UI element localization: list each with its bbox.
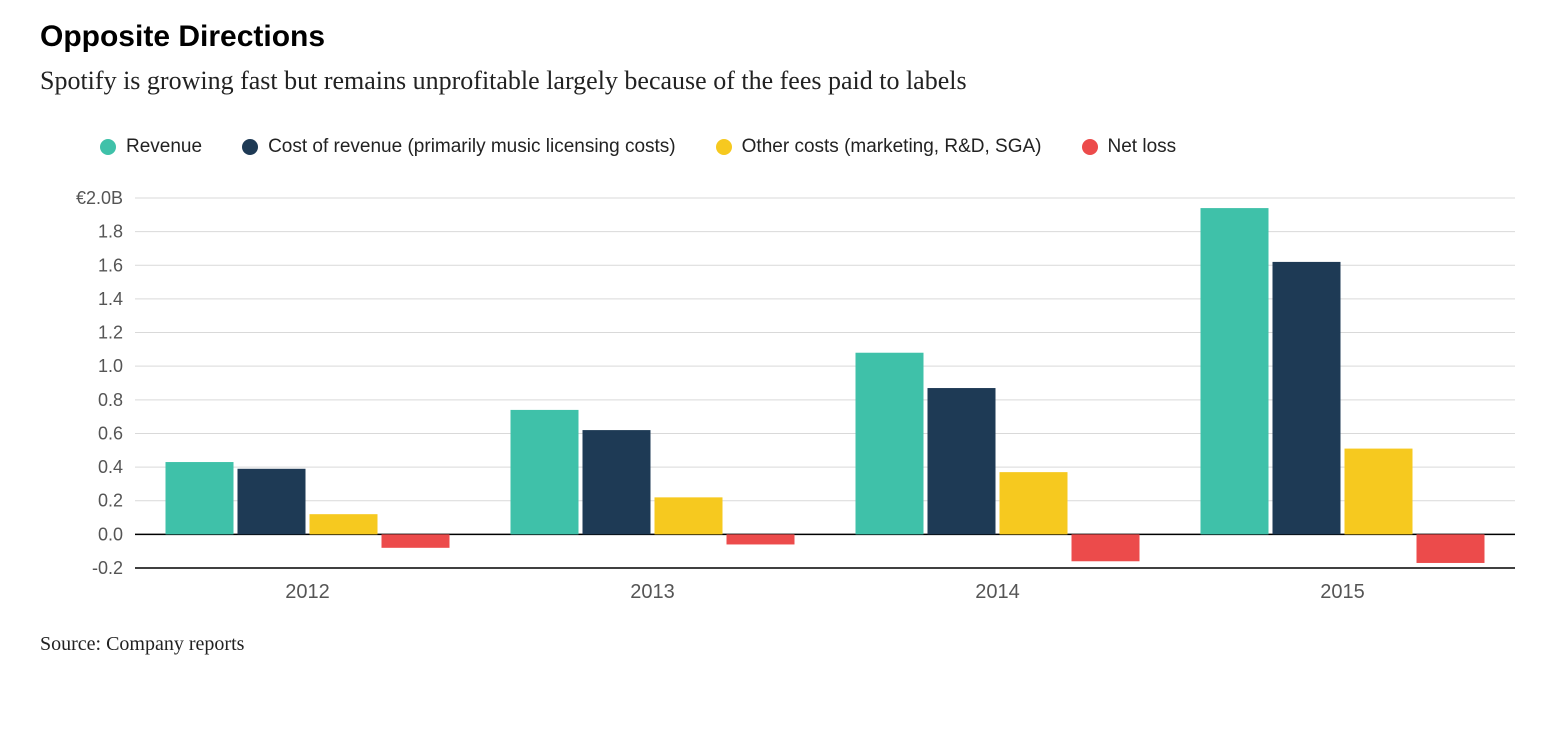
y-tick-label: 1.4 [98, 289, 123, 309]
y-tick-label: 1.0 [98, 356, 123, 376]
bar-cost_rev [583, 430, 651, 534]
bar-other [1000, 472, 1068, 534]
bar-netloss [727, 534, 795, 544]
bar-other [655, 497, 723, 534]
y-tick-label: 0.0 [98, 524, 123, 544]
bar-cost_rev [1273, 262, 1341, 534]
y-tick-label: 0.8 [98, 390, 123, 410]
y-tick-label: -0.2 [92, 558, 123, 578]
bar-cost_rev [928, 388, 996, 534]
chart-title: Opposite Directions [40, 20, 1528, 54]
y-tick-label: 0.6 [98, 423, 123, 443]
bar-revenue [1201, 208, 1269, 534]
y-tick-label: 0.4 [98, 457, 123, 477]
chart-source: Source: Company reports [40, 633, 1528, 656]
chart-legend: Revenue Cost of revenue (primarily music … [100, 136, 1528, 158]
chart-area: -0.2 0.0 0.2 0.4 0.6 0.8 1.0 1.2 1.4 1.6 1.8 €2.0B 2… [40, 188, 1528, 613]
bar-other [1345, 449, 1413, 535]
y-tick-label: 1.2 [98, 323, 123, 343]
y-tick-label: €2.0B [76, 188, 123, 208]
bar-revenue [511, 410, 579, 534]
legend-dot-icon [1082, 139, 1098, 155]
y-tick-label: 1.6 [98, 255, 123, 275]
legend-label: Revenue [126, 136, 202, 158]
bar-other [310, 514, 378, 534]
x-tick-label: 2013 [630, 581, 675, 603]
x-tick-label: 2012 [285, 581, 330, 603]
bar-revenue [166, 462, 234, 534]
legend-label: Other costs (marketing, R&D, SGA) [742, 136, 1042, 158]
legend-dot-icon [242, 139, 258, 155]
legend-label: Net loss [1108, 136, 1177, 158]
y-tick-label: 1.8 [98, 222, 123, 242]
bar-cost_rev [238, 469, 306, 535]
chart-subtitle: Spotify is growing fast but remains unpr… [40, 66, 1528, 96]
legend-item-other: Other costs (marketing, R&D, SGA) [716, 136, 1042, 158]
bar-netloss [1072, 534, 1140, 561]
y-tick-label: 0.2 [98, 491, 123, 511]
x-tick-label: 2014 [975, 581, 1020, 603]
legend-item-revenue: Revenue [100, 136, 202, 158]
legend-item-netloss: Net loss [1082, 136, 1177, 158]
legend-dot-icon [100, 139, 116, 155]
legend-label: Cost of revenue (primarily music licensi… [268, 136, 676, 158]
bar-chart-svg: -0.2 0.0 0.2 0.4 0.6 0.8 1.0 1.2 1.4 1.6 1.8 €2.0B 2… [40, 188, 1520, 608]
x-tick-label: 2015 [1320, 581, 1365, 603]
legend-dot-icon [716, 139, 732, 155]
legend-item-cost_rev: Cost of revenue (primarily music licensi… [242, 136, 676, 158]
bar-revenue [856, 353, 924, 535]
bar-netloss [1417, 534, 1485, 563]
bar-netloss [382, 534, 450, 547]
